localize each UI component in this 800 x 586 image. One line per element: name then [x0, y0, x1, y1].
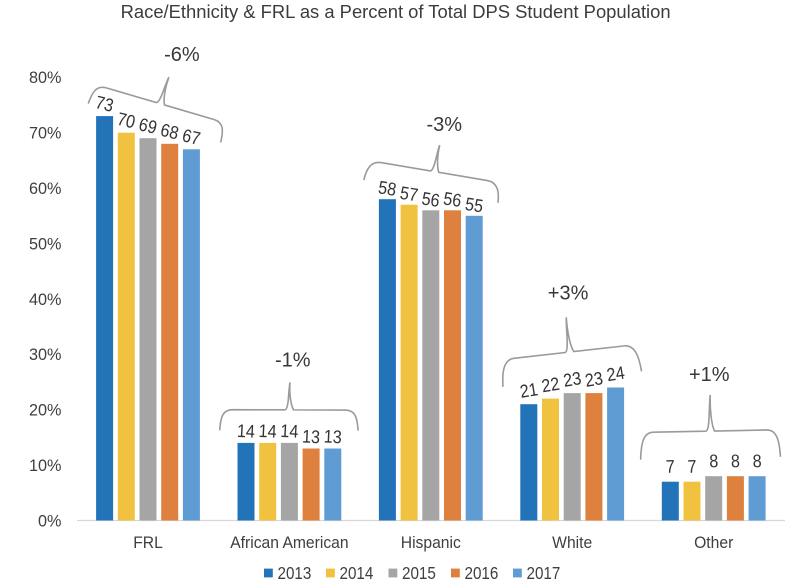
svg-text:7: 7 [687, 456, 697, 478]
svg-text:14: 14 [237, 420, 256, 442]
svg-text:-1%: -1% [275, 350, 311, 372]
svg-text:57: 57 [399, 182, 420, 206]
svg-text:-3%: -3% [427, 114, 463, 136]
svg-text:13: 13 [302, 425, 321, 447]
svg-text:24: 24 [605, 362, 626, 386]
svg-text:8: 8 [752, 450, 762, 472]
svg-text:+1%: +1% [689, 364, 730, 386]
svg-text:58: 58 [377, 176, 398, 200]
svg-text:2015: 2015 [402, 564, 436, 583]
svg-text:0%: 0% [38, 512, 61, 530]
svg-text:56: 56 [442, 187, 463, 211]
svg-text:African American: African American [230, 533, 348, 551]
svg-text:23: 23 [562, 367, 583, 391]
svg-text:30%: 30% [29, 346, 62, 364]
svg-text:Other: Other [694, 533, 734, 551]
svg-text:70%: 70% [29, 124, 62, 142]
svg-text:68: 68 [159, 119, 181, 144]
svg-text:2017: 2017 [527, 564, 561, 583]
svg-text:56: 56 [420, 187, 441, 211]
svg-text:-6%: -6% [164, 44, 200, 66]
svg-text:23: 23 [583, 367, 604, 391]
svg-text:14: 14 [258, 420, 277, 442]
svg-text:White: White [552, 533, 592, 551]
svg-text:50%: 50% [29, 235, 62, 253]
svg-text:7: 7 [665, 456, 675, 478]
svg-text:Race/Ethnicity & FRL as a Perc: Race/Ethnicity & FRL as a Percent of Tot… [121, 1, 671, 22]
svg-text:73: 73 [93, 91, 115, 116]
svg-text:14: 14 [280, 420, 299, 442]
svg-text:70: 70 [115, 108, 137, 133]
svg-text:2013: 2013 [278, 564, 312, 583]
svg-text:2016: 2016 [465, 564, 499, 583]
svg-text:67: 67 [180, 124, 202, 149]
svg-text:Hispanic: Hispanic [401, 533, 461, 551]
svg-text:55: 55 [464, 193, 485, 217]
svg-text:FRL: FRL [133, 533, 163, 551]
svg-text:69: 69 [137, 113, 159, 138]
svg-text:13: 13 [323, 425, 342, 447]
svg-text:10%: 10% [29, 457, 62, 475]
svg-text:80%: 80% [29, 69, 62, 87]
svg-text:21: 21 [518, 378, 539, 402]
svg-text:+3%: +3% [548, 283, 589, 305]
svg-text:8: 8 [709, 450, 719, 472]
svg-text:22: 22 [540, 373, 561, 397]
svg-text:20%: 20% [29, 401, 62, 419]
svg-text:40%: 40% [29, 291, 62, 309]
svg-text:8: 8 [731, 450, 741, 472]
svg-text:60%: 60% [29, 180, 62, 198]
svg-text:2014: 2014 [340, 564, 374, 583]
